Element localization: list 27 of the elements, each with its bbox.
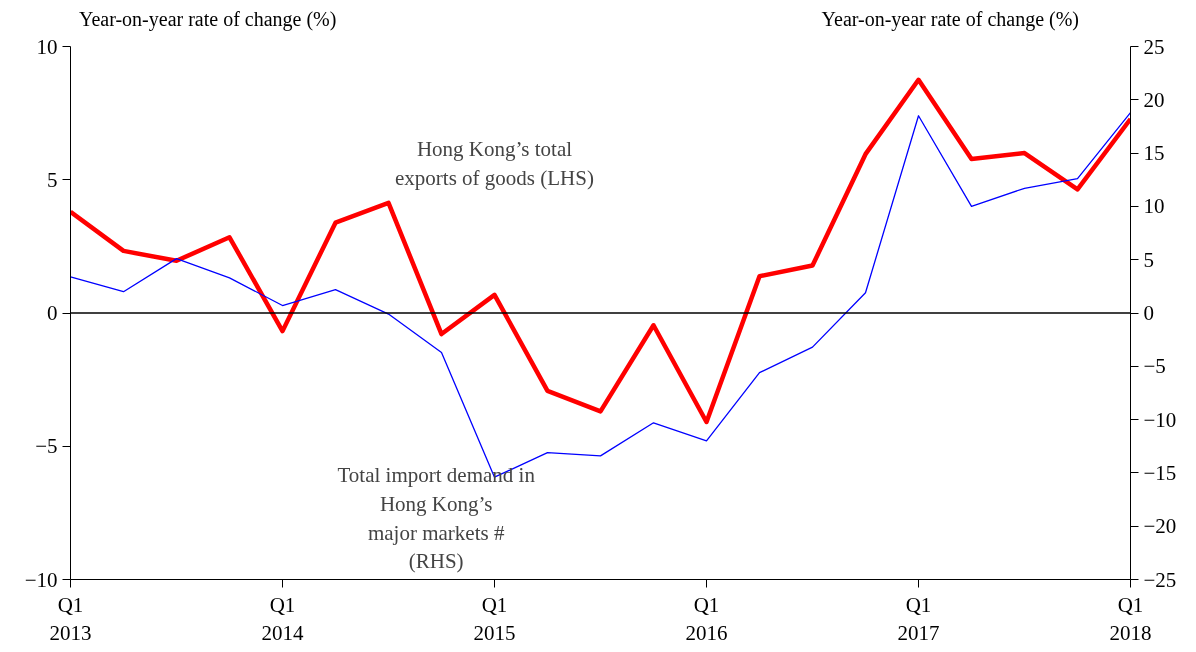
line-series	[70, 77, 1131, 425]
y2-axis-title: Year-on-year rate of change (%)	[821, 7, 1079, 33]
series-label: Hong Kong’s total exports of goods (LHS)	[395, 137, 594, 191]
x-tick-label: Q1 2018	[1109, 592, 1152, 646]
x-tick-label: Q1 2014	[261, 592, 304, 646]
y-tick-label: 5	[47, 167, 58, 192]
x-tick-label: Q1 2017	[897, 592, 940, 646]
y-tick-label: −10	[24, 567, 58, 592]
series-label: Total import demand in Hong Kong’s major markets # (RHS)	[337, 463, 536, 574]
y2-tick-label: 20	[1143, 87, 1165, 112]
y2-tick-label: 25	[1143, 34, 1165, 59]
y2-tick-label: 0	[1143, 301, 1154, 325]
y-tick-label: −5	[35, 434, 58, 459]
y2-tick-label: 15	[1143, 141, 1165, 166]
x-tick-label: Q1 2015	[473, 592, 516, 646]
x-tick-label: Q1 2013	[49, 592, 92, 646]
y2-tick-label: 5	[1143, 247, 1154, 272]
x-tick-label: Q1 2016	[685, 592, 728, 646]
y2-tick-label: −15	[1143, 460, 1177, 485]
y2-tick-label: −25	[1143, 567, 1177, 592]
y-axis-title: Year-on-year rate of change (%)	[79, 7, 337, 33]
y2-tick-label: −20	[1143, 514, 1177, 539]
y2-tick-label: −10	[1143, 407, 1177, 432]
y2-tick-label: 10	[1143, 194, 1165, 219]
y-tick-label: 0	[47, 301, 58, 325]
y2-tick-label: −5	[1143, 354, 1166, 379]
y-tick-label: 10	[36, 34, 58, 59]
